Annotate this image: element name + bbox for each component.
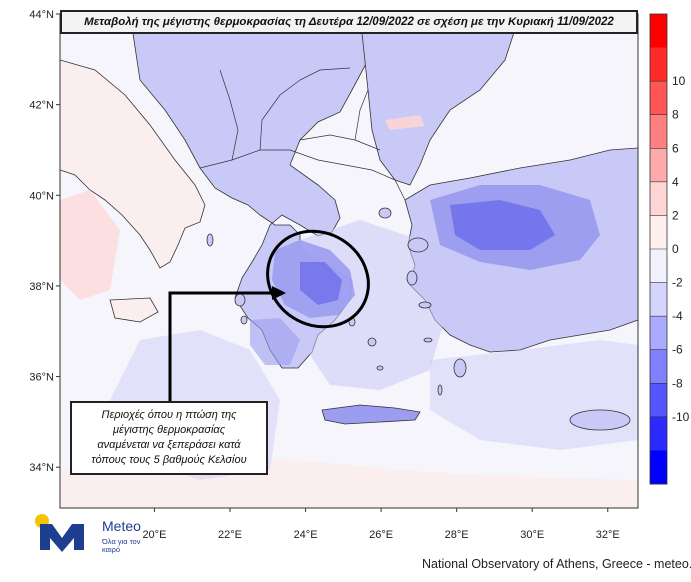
annotation-line: μέγιστης θερμοκρασίας	[112, 424, 226, 436]
colorbar-label: 8	[672, 108, 679, 122]
land-italy	[60, 59, 206, 269]
colorbar-label: -10	[672, 410, 690, 424]
colorbar-label: -8	[672, 376, 683, 390]
logo-tagline: Όλα για τον καιρό	[102, 537, 141, 554]
annotation-line: αναμένεται να ξεπεράσει κατά	[97, 439, 241, 451]
annotation-line: Περιοχές όπου η πτώση της	[101, 409, 237, 421]
colorbar-label: -4	[672, 309, 683, 323]
island-zakynthos	[240, 315, 248, 325]
island-lemnos	[378, 207, 392, 219]
meteo-logo: Meteo Όλα για τον καιρό	[30, 508, 160, 568]
island-kos	[423, 337, 433, 343]
map-title: Μεταβολή της μέγιστης θερμοκρασίας τη Δε…	[60, 10, 638, 34]
colorbar-swatch	[650, 114, 667, 149]
colorbar-swatch	[650, 215, 667, 250]
m-letter-icon	[40, 524, 84, 552]
island-rhodes	[453, 358, 467, 378]
increase-patch-north	[385, 115, 425, 130]
lat-tick-label: 44°N	[29, 9, 54, 21]
lon-tick-label: 22°E	[218, 529, 242, 541]
colorbar-label: -6	[672, 343, 683, 357]
colorbar-label: 2	[672, 208, 679, 222]
colorbar-label: 0	[672, 242, 679, 256]
highlight-ellipse	[266, 229, 370, 329]
colorbar-swatch	[650, 148, 667, 183]
latitude-axis: 44°N 42°N 40°N 38°N 36°N 34°N	[29, 9, 60, 474]
lat-tick-label: 38°N	[29, 281, 54, 293]
lon-tick-label: 24°E	[294, 529, 318, 541]
annotation-arrow-head	[272, 286, 286, 300]
lat-tick-label: 42°N	[29, 100, 54, 112]
island-samos	[418, 301, 432, 309]
colorbar-label: 10	[672, 74, 686, 88]
island-santorini	[376, 365, 384, 371]
island-chios	[406, 270, 418, 286]
colorbar-swatch	[650, 416, 667, 451]
colorbar-swatch	[650, 349, 667, 384]
island-corfu	[206, 233, 214, 247]
meteo-logo-mark-icon	[35, 514, 84, 552]
island-cyprus	[569, 409, 631, 431]
lon-tick-label: 30°E	[520, 529, 544, 541]
credit-text: National Observatory of Athens, Greece -…	[422, 557, 691, 571]
colorbar-swatch	[650, 47, 667, 82]
colorbar-swatch	[650, 316, 667, 351]
longitude-axis: 20°E 22°E 24°E 26°E 28°E 30°E 32°E	[142, 508, 620, 541]
lon-tick-label: 20°E	[142, 529, 166, 541]
lon-tick-label: 32°E	[596, 529, 620, 541]
lat-tick-label: 34°N	[29, 462, 54, 474]
strong-decrease-attica	[300, 262, 342, 305]
moderate-decrease-peloponnese	[250, 318, 300, 365]
colorbar-swatch	[650, 450, 667, 485]
island-naxos	[367, 337, 377, 347]
lon-tick-label: 28°E	[445, 529, 469, 541]
increase-patch-west	[60, 190, 120, 300]
lat-tick-label: 36°N	[29, 372, 54, 384]
logo-name: Meteo	[102, 518, 141, 534]
colorbar-swatch	[650, 181, 667, 216]
land-sicily	[109, 297, 159, 323]
colorbar: 10 8 6 4 2 0 -2 -4 -6 -8 -10	[649, 13, 690, 485]
island-lesvos	[407, 237, 429, 253]
country-borders	[199, 67, 406, 201]
colorbar-swatch	[650, 14, 667, 49]
land-crete	[321, 404, 421, 425]
colorbar-swatch	[650, 81, 667, 116]
annotation-line: τόπους τους 5 βαθμούς Κελσίου	[91, 454, 247, 466]
annotation-arrow-line	[168, 291, 276, 401]
colorbar-label: 4	[672, 175, 679, 189]
lon-tick-label: 26°E	[369, 529, 393, 541]
colorbar-swatch	[650, 249, 667, 284]
land-north	[359, 14, 521, 186]
island-karpathos	[437, 384, 443, 396]
island-kefalonia	[234, 293, 246, 307]
annotation-box: Περιοχές όπου η πτώση της μέγιστης θερμο…	[70, 401, 268, 475]
lat-tick-label: 40°N	[29, 190, 54, 202]
colorbar-swatch	[650, 282, 667, 317]
strong-decrease-anatolia-core	[450, 200, 555, 250]
colorbar-label: 6	[672, 141, 679, 155]
colorbar-label: -2	[672, 276, 683, 290]
colorbar-swatch	[650, 383, 667, 418]
